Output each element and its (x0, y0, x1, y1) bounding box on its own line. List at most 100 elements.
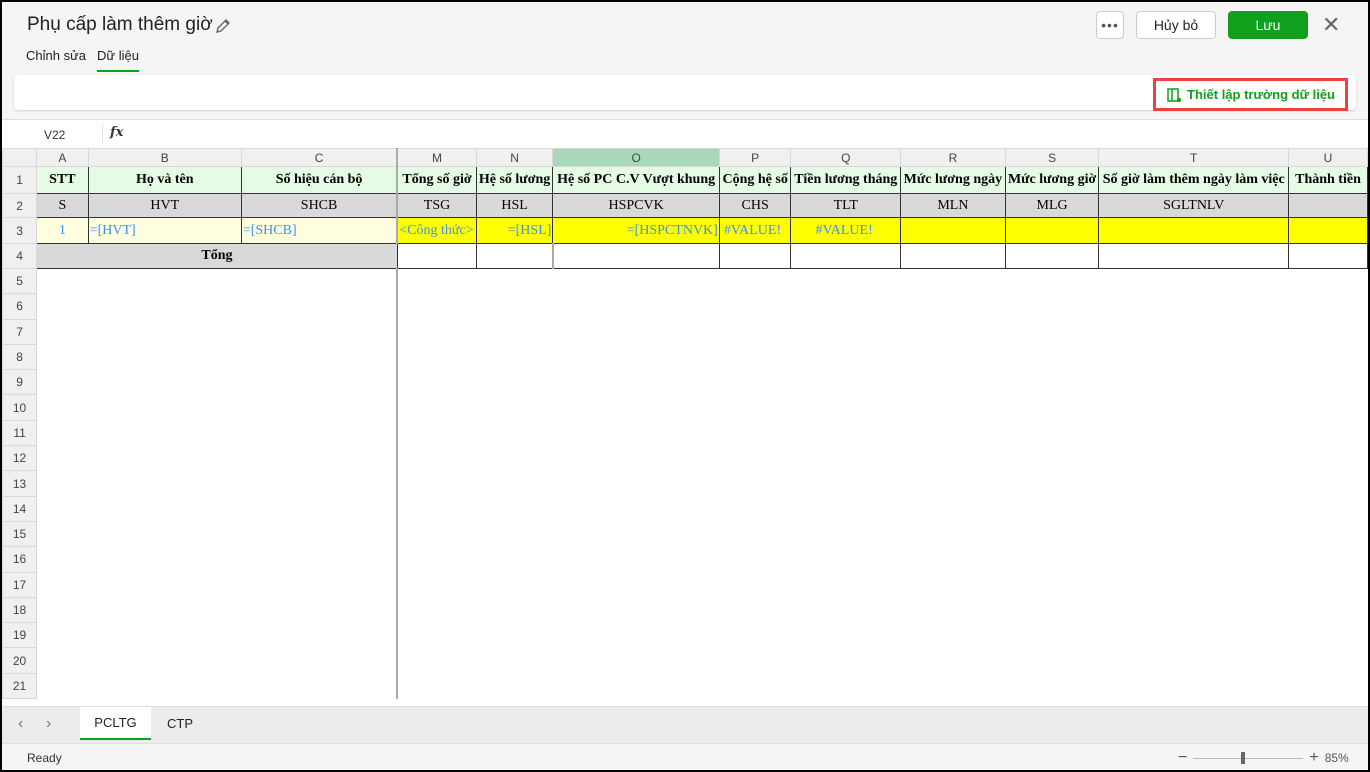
cell-formula[interactable]: =[HSPCTNVK] (552, 217, 720, 244)
cell[interactable] (900, 394, 1006, 421)
cell[interactable] (790, 243, 902, 269)
cell[interactable] (1098, 672, 1289, 700)
cell[interactable] (240, 419, 399, 447)
cell[interactable] (552, 546, 720, 573)
cell[interactable] (87, 546, 242, 573)
cell[interactable] (1287, 293, 1368, 320)
cell[interactable] (900, 495, 1006, 522)
cell[interactable] (1098, 394, 1289, 421)
cell[interactable] (790, 267, 902, 295)
cell[interactable] (475, 546, 554, 573)
cell-code[interactable]: HVT (87, 193, 242, 218)
cell[interactable] (1287, 394, 1368, 421)
cell[interactable] (900, 470, 1006, 497)
cell[interactable] (1004, 596, 1100, 624)
cell[interactable] (718, 369, 792, 396)
row-header[interactable]: 2 (2, 193, 38, 218)
cell-code[interactable]: TSG (396, 193, 477, 218)
cell[interactable] (552, 495, 720, 522)
cancel-button[interactable]: Hủy bỏ (1136, 11, 1216, 39)
row-header[interactable]: 9 (2, 369, 38, 396)
cell[interactable] (790, 394, 902, 421)
cell-formula[interactable] (1098, 217, 1289, 244)
chevron-right-icon[interactable]: › (46, 715, 52, 732)
cell[interactable] (1004, 520, 1100, 548)
cell[interactable] (900, 672, 1006, 700)
cell[interactable] (900, 445, 1006, 472)
cell[interactable] (790, 672, 902, 700)
cell[interactable] (87, 596, 242, 624)
cell[interactable] (1098, 495, 1289, 522)
row-header[interactable]: 19 (2, 622, 38, 649)
cell-formula[interactable]: =[HVT] (87, 217, 242, 244)
cell[interactable] (240, 470, 399, 497)
cell[interactable] (718, 647, 792, 674)
cell[interactable] (87, 622, 242, 649)
cell[interactable] (1287, 546, 1368, 573)
cell[interactable] (475, 596, 554, 624)
row-header[interactable]: 4 (2, 243, 38, 269)
cell[interactable] (396, 343, 477, 371)
cell[interactable] (900, 293, 1006, 320)
cell[interactable] (1004, 267, 1100, 295)
cell-code[interactable]: MLG (1004, 193, 1100, 218)
cell[interactable] (87, 470, 242, 497)
cell[interactable] (718, 571, 792, 598)
cell[interactable] (1004, 445, 1100, 472)
cell[interactable] (87, 267, 242, 295)
cell[interactable] (718, 343, 792, 371)
cell[interactable] (552, 672, 720, 700)
cell[interactable] (475, 520, 554, 548)
cell[interactable] (1098, 647, 1289, 674)
cell[interactable] (475, 622, 554, 649)
cell[interactable] (396, 470, 477, 497)
cell[interactable] (790, 596, 902, 624)
cell[interactable] (718, 470, 792, 497)
cell[interactable] (1287, 672, 1368, 700)
cell[interactable] (552, 647, 720, 674)
row-header[interactable]: 20 (2, 647, 38, 674)
cell[interactable] (900, 318, 1006, 345)
cell[interactable] (240, 343, 399, 371)
cell[interactable] (718, 394, 792, 421)
row-header[interactable]: 8 (2, 343, 38, 371)
cell[interactable] (396, 596, 477, 624)
cell[interactable] (36, 267, 89, 295)
cell[interactable] (1098, 622, 1289, 649)
cell[interactable] (900, 622, 1006, 649)
cell[interactable] (87, 318, 242, 345)
cell[interactable] (1004, 546, 1100, 573)
row-header[interactable]: 10 (2, 394, 38, 421)
column-header-T[interactable]: T (1098, 148, 1289, 167)
cell[interactable] (396, 445, 477, 472)
cell-header[interactable]: Họ và tên (87, 166, 242, 194)
cell-header[interactable]: Số giờ làm thêm ngày làm việc (1098, 166, 1289, 194)
cell[interactable] (87, 419, 242, 447)
cell[interactable] (718, 318, 792, 345)
cell[interactable] (36, 293, 89, 320)
cell-header[interactable]: Tổng số giờ (396, 166, 477, 194)
cell[interactable] (1004, 419, 1100, 447)
cell[interactable] (552, 394, 720, 421)
cell[interactable] (1098, 596, 1289, 624)
row-header[interactable]: 14 (2, 495, 38, 522)
cell-formula[interactable]: <Công thức> (396, 217, 477, 244)
cell[interactable] (718, 445, 792, 472)
cell[interactable] (240, 520, 399, 548)
cell[interactable] (475, 243, 554, 269)
cell[interactable] (1004, 369, 1100, 396)
cell[interactable] (87, 672, 242, 700)
cell[interactable] (240, 622, 399, 649)
cell[interactable] (1287, 647, 1368, 674)
cell[interactable] (36, 445, 89, 472)
cell[interactable] (1004, 622, 1100, 649)
cell-code[interactable]: SGLTNLV (1098, 193, 1289, 218)
tab-edit[interactable]: Chỉnh sửa (26, 48, 87, 63)
row-header[interactable]: 11 (2, 419, 38, 447)
column-header-O[interactable]: O (552, 148, 720, 167)
cell-formula[interactable] (1004, 217, 1100, 244)
cell[interactable] (36, 596, 89, 624)
cell[interactable] (900, 419, 1006, 447)
cell[interactable] (36, 470, 89, 497)
cell[interactable] (396, 419, 477, 447)
